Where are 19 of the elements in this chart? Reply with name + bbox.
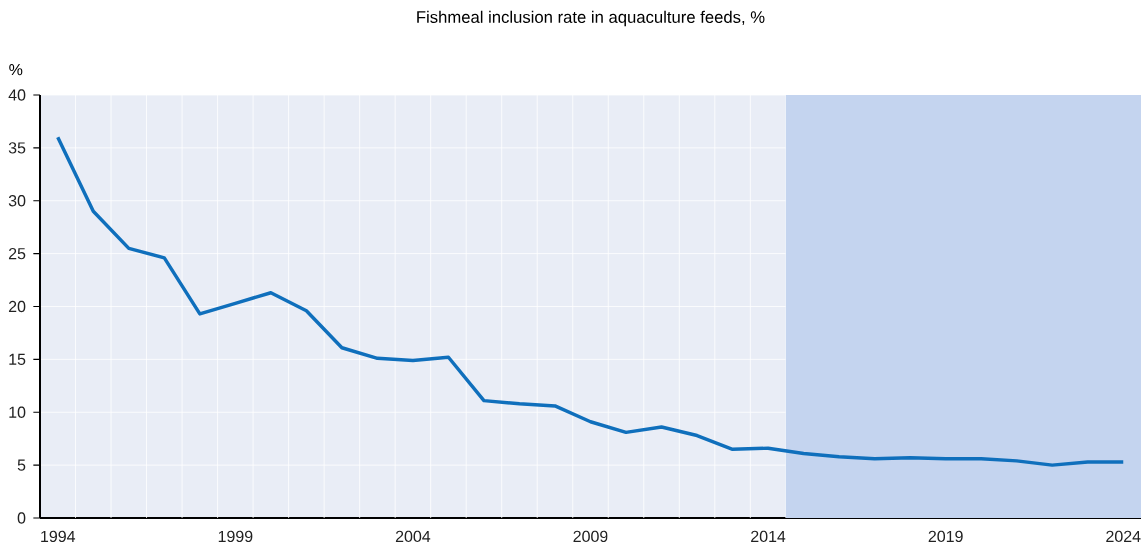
y-tick-label: 20 (8, 300, 26, 313)
y-tick-label: 0 (17, 512, 26, 524)
y-tick-label: 15 (9, 353, 26, 365)
x-tick-label: 1999 (218, 530, 253, 543)
x-tick-label: 2009 (573, 530, 608, 543)
y-axis-title: % (9, 64, 23, 76)
y-tick-label: 40 (8, 89, 26, 101)
line-series (56, 135, 1125, 467)
y-tick-label: 35 (8, 142, 26, 154)
y-tick-label: 5 (17, 459, 26, 471)
y-tick-label: 10 (9, 406, 26, 418)
y-tick-label: 25 (8, 247, 26, 260)
y-tick-label: 30 (8, 195, 26, 207)
x-tick-label: 2024 (1106, 530, 1141, 543)
chart-title: Fishmeal inclusion rate in aquaculture feeds, % (417, 10, 765, 27)
x-tick-label: 2019 (928, 530, 963, 543)
x-tick-label: 1994 (41, 530, 76, 543)
x-tick-label: 2014 (751, 530, 786, 543)
x-tick-label: 2004 (395, 530, 431, 543)
